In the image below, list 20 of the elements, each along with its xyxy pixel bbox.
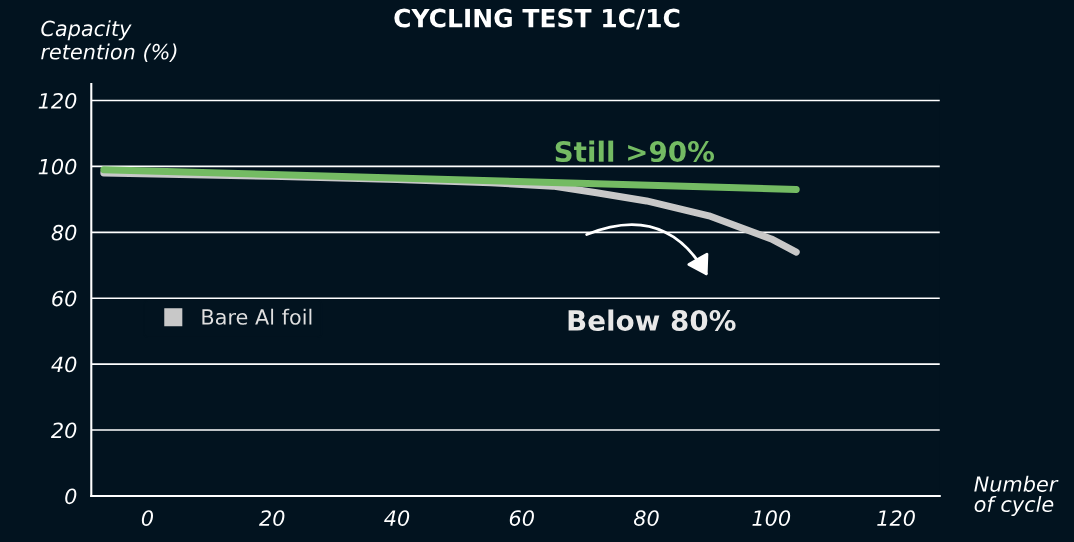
y-tick-label: 60 — [52, 290, 77, 307]
x-tick-label: 80 — [633, 510, 659, 526]
x-tick-label: 20 — [259, 510, 285, 526]
annotation: Below 80% — [568, 309, 736, 331]
y-tick-label: 80 — [51, 224, 77, 241]
y-axis-title: Capacity retention (%) — [41, 20, 177, 63]
x-axis-title: Number of cycle — [974, 475, 1059, 517]
y-tick-label: 20 — [50, 422, 77, 439]
y-tick-label: 0 — [65, 488, 77, 505]
y-tick-label: 100 — [38, 158, 77, 175]
legend-label: Bare Al foil — [202, 308, 312, 325]
x-tick-label: 60 — [509, 510, 534, 526]
x-tick-label: 100 — [752, 510, 791, 526]
x-tick-label: 0 — [141, 510, 154, 526]
y-tick-label: 40 — [51, 356, 77, 373]
y-tick-label: 120 — [38, 92, 77, 109]
chart-title: CYCLING TEST 1C/1C — [394, 8, 680, 30]
x-tick-label: 40 — [384, 510, 410, 526]
annotation: Still >90% — [555, 140, 715, 163]
x-tick-label: 120 — [877, 510, 915, 526]
